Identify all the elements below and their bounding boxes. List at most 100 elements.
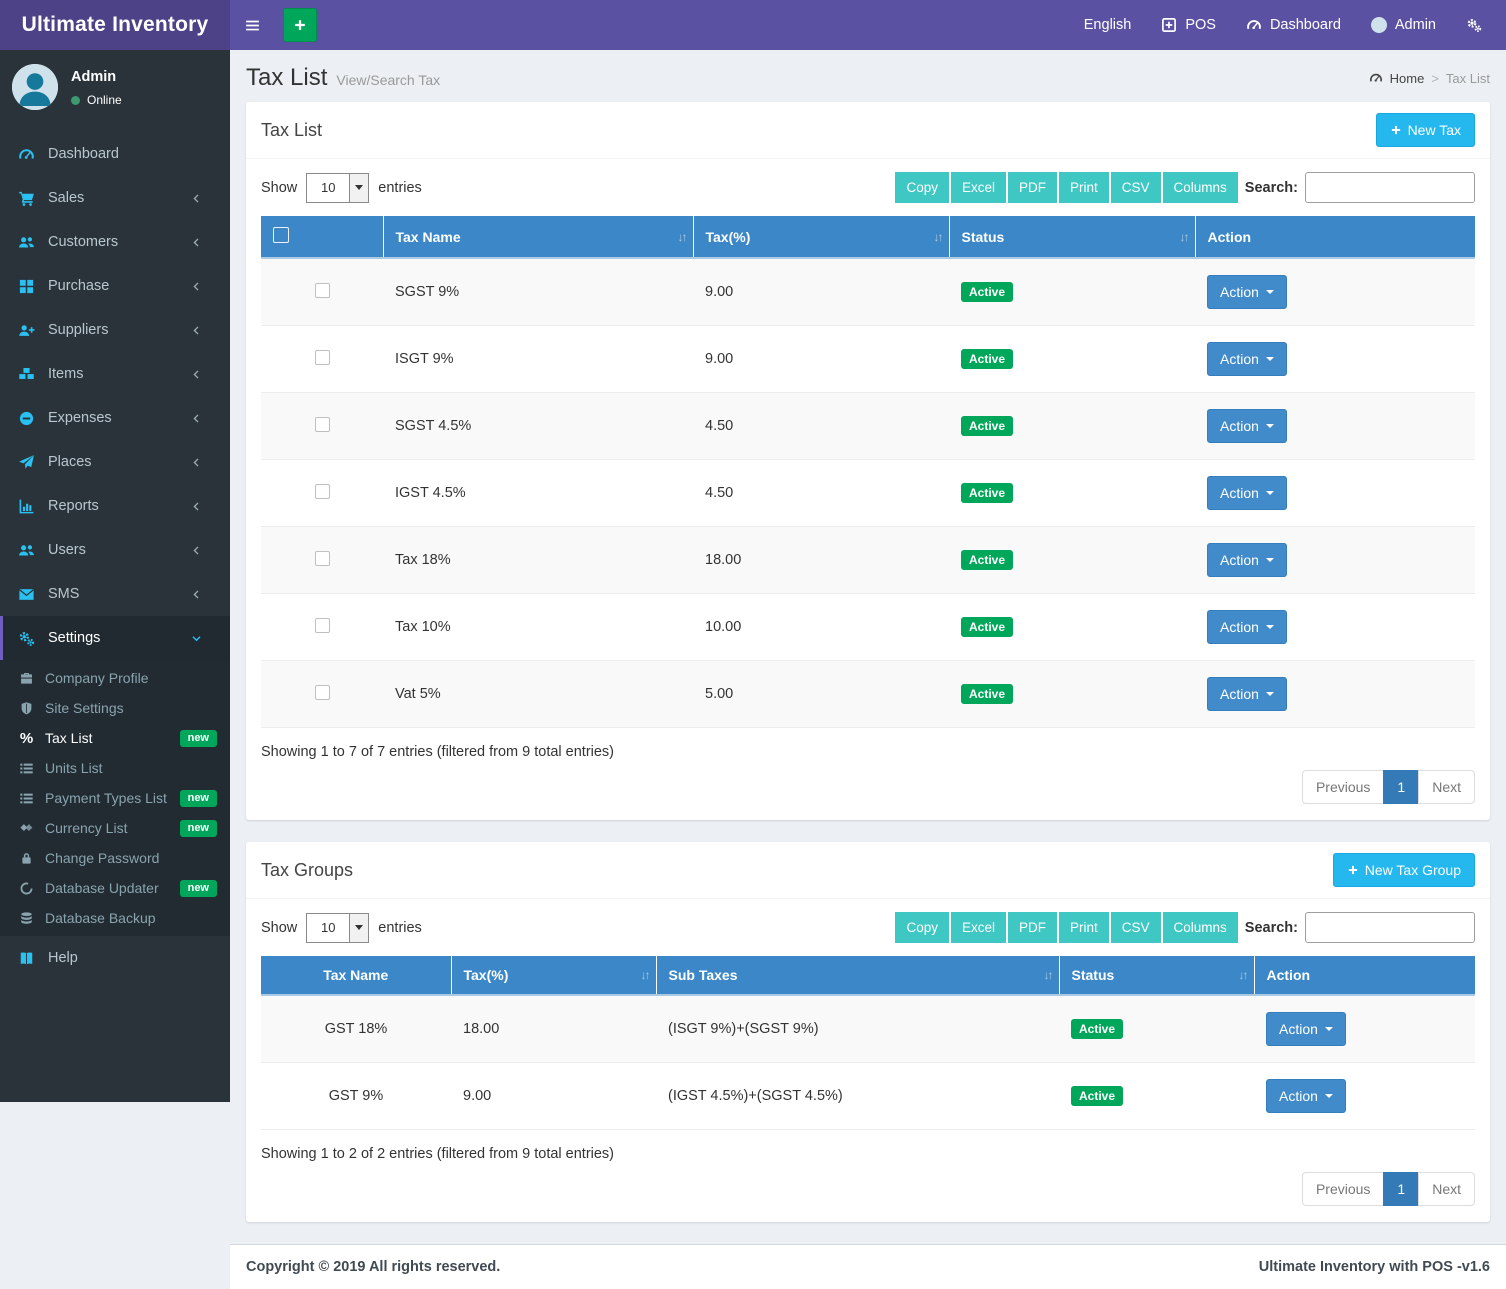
sidebar-item-reports[interactable]: Reports	[0, 484, 230, 528]
percent-icon: %	[19, 731, 34, 746]
caret-down-icon	[1266, 290, 1274, 294]
action-button[interactable]: Action	[1207, 476, 1287, 510]
pagination-next[interactable]: Next	[1418, 1172, 1475, 1206]
export-button-print[interactable]: Print	[1059, 912, 1109, 943]
export-button-excel[interactable]: Excel	[951, 172, 1006, 203]
pagination-page-1[interactable]: 1	[1383, 1172, 1419, 1206]
export-button-print[interactable]: Print	[1059, 172, 1109, 203]
row-checkbox[interactable]	[315, 484, 330, 499]
row-checkbox[interactable]	[315, 350, 330, 365]
sidebar-item-users[interactable]: Users	[0, 528, 230, 572]
sidebar-subitem-payment-types-list[interactable]: Payment Types Listnew	[0, 783, 230, 813]
action-button[interactable]: Action	[1266, 1079, 1346, 1113]
action-button[interactable]: Action	[1207, 610, 1287, 644]
nav-item-pos[interactable]: POS	[1161, 0, 1216, 50]
export-button-columns[interactable]: Columns	[1163, 172, 1238, 203]
sidebar-subitem-site-settings[interactable]: Site Settings	[0, 693, 230, 723]
new-badge: new	[180, 730, 217, 747]
sidebar-subitem-change-password[interactable]: Change Password	[0, 843, 230, 873]
page-length-select[interactable]: 10	[306, 173, 369, 203]
nav-item-dashboard[interactable]: Dashboard	[1246, 0, 1341, 50]
sidebar-item-suppliers[interactable]: Suppliers	[0, 308, 230, 352]
action-button[interactable]: Action	[1207, 275, 1287, 309]
sidebar-item-settings[interactable]: Settings	[0, 616, 230, 660]
sidebar-item-purchase[interactable]: Purchase	[0, 264, 230, 308]
sidebar-item-sms[interactable]: SMS	[0, 572, 230, 616]
pagination-previous[interactable]: Previous	[1302, 1172, 1384, 1206]
column-header-tax[interactable]: Tax(%)↓↑	[693, 216, 949, 258]
new-badge: new	[180, 880, 217, 897]
action-button[interactable]: Action	[1207, 677, 1287, 711]
sidebar-subitem-database-backup[interactable]: Database Backup	[0, 903, 230, 933]
footer: Copyright © 2019 All rights reserved. Ul…	[230, 1244, 1506, 1289]
export-button-excel[interactable]: Excel	[951, 912, 1006, 943]
sidebar-item-help[interactable]: Help	[0, 936, 230, 980]
select-all-checkbox[interactable]	[273, 227, 289, 243]
action-button[interactable]: Action	[1266, 1012, 1346, 1046]
column-header-tax-name[interactable]: Tax Name↓↑	[383, 216, 693, 258]
cell-value: Vat 5%	[395, 686, 441, 702]
export-button-pdf[interactable]: PDF	[1008, 912, 1057, 943]
sidebar-item-places[interactable]: Places	[0, 440, 230, 484]
action-button[interactable]: Action	[1207, 409, 1287, 443]
sidebar-item-dashboard[interactable]: Dashboard	[0, 132, 230, 176]
pagination-previous[interactable]: Previous	[1302, 770, 1384, 804]
export-button-csv[interactable]: CSV	[1111, 912, 1161, 943]
row-checkbox[interactable]	[315, 283, 330, 298]
column-header-status[interactable]: Status↓↑	[949, 216, 1195, 258]
quick-add-button[interactable]	[283, 8, 317, 42]
sidebar-item-items[interactable]: Items	[0, 352, 230, 396]
sidebar-subitem-company-profile[interactable]: Company Profile	[0, 663, 230, 693]
status-cell: Active	[949, 326, 1195, 393]
row-checkbox[interactable]	[315, 551, 330, 566]
sidebar-toggle-button[interactable]	[230, 0, 274, 50]
sidebar-item-expenses[interactable]: Expenses	[0, 396, 230, 440]
sidebar-subitem-tax-list[interactable]: %Tax Listnew	[0, 723, 230, 753]
sidebar-subitem-units-list[interactable]: Units List	[0, 753, 230, 783]
caret-down-icon	[1266, 558, 1274, 562]
action-button[interactable]: Action	[1207, 342, 1287, 376]
pagination-next[interactable]: Next	[1418, 770, 1475, 804]
cell-value: ISGT 9%	[395, 351, 454, 367]
search-input[interactable]	[1305, 912, 1475, 943]
cell: 18.00	[693, 527, 949, 594]
action-button[interactable]: Action	[1207, 543, 1287, 577]
envelope-icon	[18, 586, 35, 603]
search-input[interactable]	[1305, 172, 1475, 203]
nav-item-label: POS	[1185, 17, 1216, 33]
page-length-select[interactable]: 10	[306, 913, 369, 943]
row-checkbox[interactable]	[315, 417, 330, 432]
sidebar-subitem-currency-list[interactable]: Currency Listnew	[0, 813, 230, 843]
export-button-columns[interactable]: Columns	[1163, 912, 1238, 943]
sidebar-item-customers[interactable]: Customers	[0, 220, 230, 264]
nav-item-language[interactable]: English	[1084, 0, 1132, 50]
table-row: Tax 10%10.00ActiveAction	[261, 594, 1475, 661]
sidebar-subitem-label: Currency List	[45, 820, 127, 836]
row-checkbox[interactable]	[315, 618, 330, 633]
export-button-pdf[interactable]: PDF	[1008, 172, 1057, 203]
chevron-left-icon	[191, 457, 202, 468]
sidebar-subitem-database-updater[interactable]: Database Updaternew	[0, 873, 230, 903]
panel-header: Tax Groups New Tax Group	[246, 842, 1490, 899]
pagination-page-1[interactable]: 1	[1383, 770, 1419, 804]
breadcrumb-home[interactable]: Home	[1390, 71, 1425, 86]
export-button-csv[interactable]: CSV	[1111, 172, 1161, 203]
select-all-header[interactable]	[261, 216, 383, 258]
brand-logo[interactable]: Ultimate Inventory	[0, 0, 230, 50]
cell: SGST 4.5%	[383, 393, 693, 460]
new-tax-group-button[interactable]: New Tax Group	[1333, 853, 1475, 887]
export-button-copy[interactable]: Copy	[895, 172, 949, 203]
column-header-tax[interactable]: Tax(%)↓↑	[451, 956, 656, 995]
export-button-copy[interactable]: Copy	[895, 912, 949, 943]
row-checkbox[interactable]	[315, 685, 330, 700]
nav-item-settings[interactable]	[1466, 0, 1482, 50]
column-header-status[interactable]: Status↓↑	[1059, 956, 1254, 995]
sort-icon: ↓↑	[641, 968, 649, 982]
sidebar-item-sales[interactable]: Sales	[0, 176, 230, 220]
book-icon	[18, 950, 35, 967]
column-header-sub-taxes[interactable]: Sub Taxes↓↑	[656, 956, 1059, 995]
search-label: Search:	[1245, 920, 1298, 936]
online-dot-icon	[71, 96, 80, 105]
nav-item-user[interactable]: Admin	[1371, 0, 1436, 50]
new-tax-button[interactable]: New Tax	[1376, 113, 1475, 147]
